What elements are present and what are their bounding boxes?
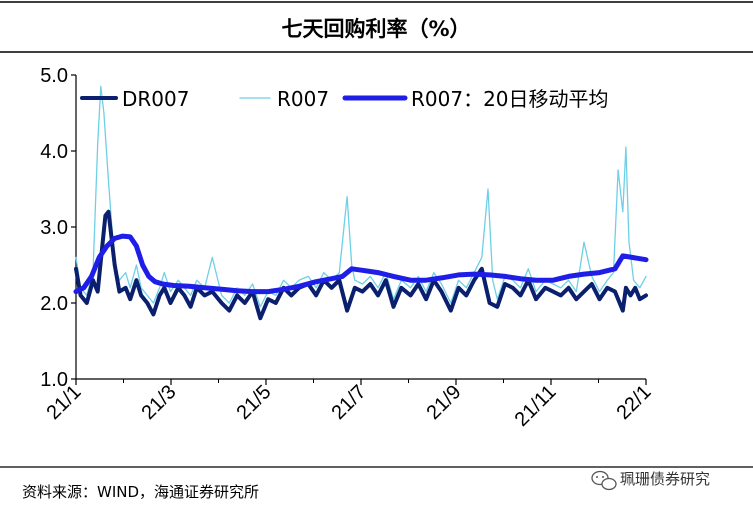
y-tick-label: 3.0: [40, 217, 68, 239]
y-tick-label: 1.0: [40, 369, 68, 391]
x-tick-label: 21/7: [327, 381, 370, 424]
y-tick-label: 2.0: [40, 293, 68, 315]
x-tick-label: 21/5: [232, 381, 275, 424]
watermark: 珮珊债券研究: [620, 470, 710, 488]
y-tick-label: 4.0: [40, 141, 68, 163]
x-axis-ticks: 21/1 21/3 21/5 21/7 21/9 21/11 22/1: [42, 379, 656, 431]
series-line-0: [74, 209, 648, 321]
wechat-icon: [591, 470, 617, 491]
legend: DR007 R007 R007：20日移动平均: [80, 87, 609, 111]
series-line-2: [73, 233, 649, 295]
y-axis-ticks: 1.0 2.0 3.0 4.0 5.0: [40, 65, 76, 391]
x-tick-label: 21/3: [137, 381, 180, 424]
y-tick-label: 5.0: [40, 65, 68, 87]
x-tick-label: 22/1: [612, 381, 655, 424]
chart-title: 七天回购利率（%）: [281, 17, 470, 41]
legend-label-1: R007: [277, 87, 329, 111]
legend-label-2: R007：20日移动平均: [411, 87, 609, 111]
plot-area: [73, 85, 649, 321]
series-line-1: [75, 85, 647, 308]
legend-label-0: DR007: [122, 87, 189, 111]
x-tick-label: 21/11: [511, 381, 561, 431]
source-note: 资料来源：WIND，海通证券研究所: [22, 483, 259, 501]
x-tick-label: 21/9: [422, 381, 465, 424]
